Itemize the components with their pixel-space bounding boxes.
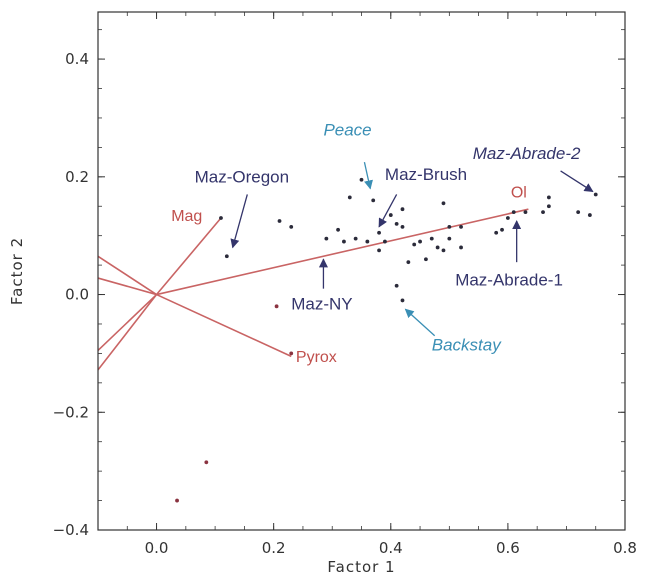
data-point <box>400 207 405 212</box>
y-tick-label: −0.2 <box>53 403 89 421</box>
data-point <box>587 213 592 217</box>
annotation-label: Maz-Oregon <box>195 168 289 187</box>
annotation-label: Maz-Abrade-2 <box>473 144 581 163</box>
data-point <box>371 198 376 203</box>
data-point <box>406 260 411 265</box>
data-point <box>289 351 294 356</box>
loading-vector <box>155 217 222 296</box>
annotation-arrow <box>378 194 398 228</box>
y-tick-label: 0.0 <box>65 286 89 304</box>
data-point <box>459 245 463 250</box>
loading-vector <box>156 293 292 358</box>
data-point <box>400 298 405 303</box>
data-point <box>500 227 504 232</box>
data-point <box>418 239 422 244</box>
vector-label: Pyrox <box>296 349 337 366</box>
y-tick-label: 0.2 <box>65 168 89 186</box>
data-point <box>336 227 340 232</box>
y-axis-title: Factor 2 <box>8 237 26 305</box>
loading-vector <box>97 294 158 371</box>
data-point <box>459 224 463 229</box>
annotation-label: Backstay <box>432 335 502 354</box>
data-point <box>412 242 417 247</box>
data-points <box>175 177 598 503</box>
data-point <box>447 224 452 229</box>
data-point <box>541 210 545 215</box>
data-point <box>204 460 209 465</box>
data-point <box>347 195 352 200</box>
data-point <box>383 239 387 244</box>
data-point <box>546 195 551 200</box>
annotation-label: Maz-Abrade-1 <box>455 271 563 290</box>
data-point <box>353 236 358 241</box>
x-tick-label: 0.2 <box>262 539 286 557</box>
data-point <box>441 201 446 206</box>
x-tick-label: 0.8 <box>613 539 637 557</box>
axes: 0.0 0.2 0.4 0.6 0.8 −0.4 −0.2 0.0 0.2 0.4 <box>53 12 637 557</box>
data-point <box>435 245 440 250</box>
data-point <box>359 177 364 182</box>
data-point <box>219 216 223 220</box>
data-point <box>289 224 294 229</box>
data-point <box>377 248 381 253</box>
x-tick-label: 0.6 <box>496 539 520 557</box>
data-point <box>494 230 499 235</box>
loading-vector <box>156 208 529 296</box>
loading-vector <box>97 293 158 352</box>
x-tick-label: 0.0 <box>145 539 169 557</box>
y-tick-label: 0.4 <box>65 50 89 68</box>
data-point <box>394 222 399 226</box>
data-point <box>424 257 428 262</box>
data-point <box>277 219 282 223</box>
data-point <box>324 236 329 241</box>
annotations: Peace Maz-Oregon Maz-Brush Maz-Abrade-2 Maz-… <box>195 121 594 354</box>
data-point <box>224 254 229 259</box>
data-point <box>576 210 581 215</box>
data-point <box>388 213 393 217</box>
annotation-label: Peace <box>323 121 371 140</box>
data-point <box>274 304 279 309</box>
data-point <box>447 236 452 241</box>
loading-vector <box>97 255 157 296</box>
data-point <box>546 204 551 209</box>
data-point <box>400 224 405 229</box>
data-point <box>593 192 598 197</box>
annotation-label: Maz-Brush <box>385 165 467 184</box>
x-axis-title: Factor 1 <box>327 558 395 576</box>
annotation-arrow <box>230 194 248 249</box>
data-point <box>429 236 434 241</box>
data-point <box>505 216 510 220</box>
annotation-arrow <box>560 170 594 193</box>
data-point <box>523 210 528 215</box>
data-point <box>511 210 516 215</box>
vector-label: Mag <box>171 208 202 225</box>
annotation-arrow <box>404 308 436 337</box>
x-tick-label: 0.4 <box>379 539 403 557</box>
y-tick-label: −0.4 <box>53 521 89 539</box>
data-point <box>175 498 179 503</box>
vector-label: Ol <box>511 184 527 201</box>
loading-vector <box>97 277 157 296</box>
data-point <box>441 248 446 253</box>
data-point <box>394 283 399 288</box>
annotation-label: Maz-NY <box>291 294 352 313</box>
annotation-arrow <box>363 161 373 190</box>
loading-vectors: Mag Ol Pyrox <box>97 184 529 371</box>
data-point <box>377 230 381 235</box>
data-point <box>365 239 370 244</box>
data-point <box>342 239 346 244</box>
